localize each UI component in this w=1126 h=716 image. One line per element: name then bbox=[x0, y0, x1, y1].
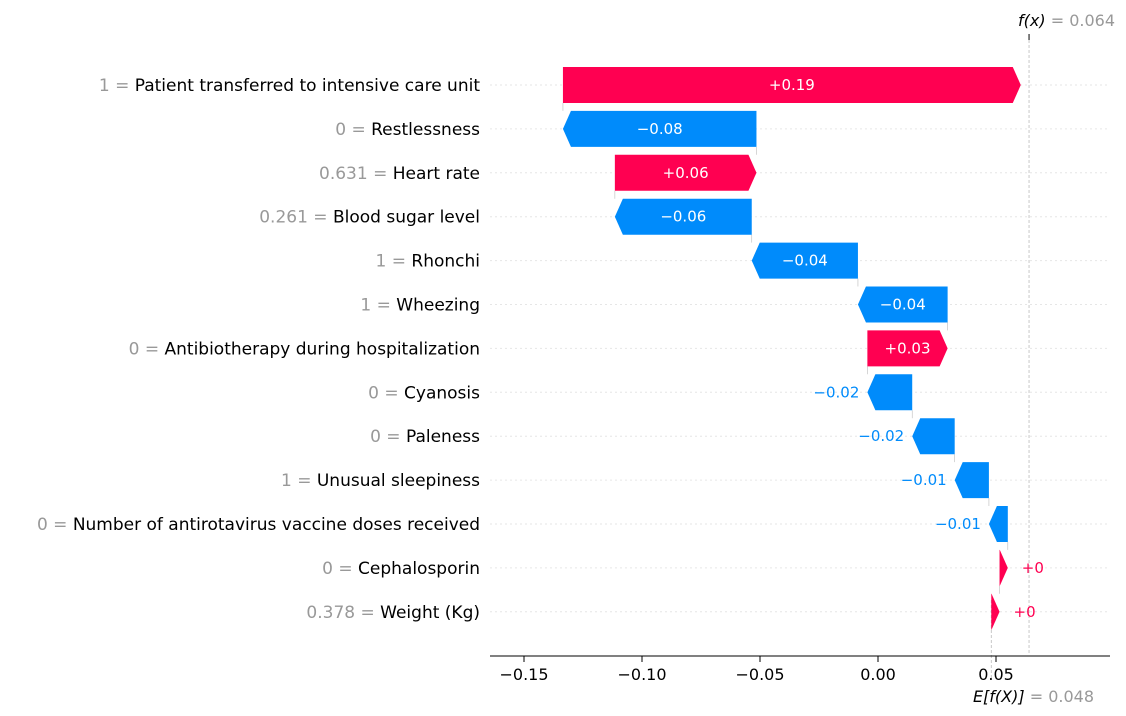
bar-value-label: −0.04 bbox=[880, 296, 926, 314]
bar-paleness bbox=[912, 418, 955, 455]
base-value-label: E[f(X)] = 0.048 bbox=[973, 687, 1094, 706]
feature-value: 1 = bbox=[281, 471, 317, 491]
x-tick-label: −0.15 bbox=[499, 665, 548, 684]
bar-cephalosporin bbox=[999, 549, 1008, 586]
feature-name: Patient transferred to intensive care un… bbox=[135, 76, 481, 96]
bar-value-label: +0.19 bbox=[769, 76, 815, 94]
bar-number-of-antirotavirus-vaccine-doses-received bbox=[988, 506, 1008, 542]
bar-value-label: −0.01 bbox=[901, 471, 947, 489]
bar-value-label: −0.01 bbox=[935, 515, 981, 533]
bar-value-label: −0.06 bbox=[660, 208, 706, 226]
x-tick-label: 0.00 bbox=[860, 665, 896, 684]
feature-name: Antibiotherapy during hospitalization bbox=[165, 339, 481, 359]
feature-label: 0 = Antibiotherapy during hospitalizatio… bbox=[129, 339, 480, 359]
feature-name: Heart rate bbox=[393, 164, 480, 184]
feature-value: 0 = bbox=[335, 120, 371, 140]
bar-value-label: −0.08 bbox=[637, 120, 683, 138]
bar-value-label: −0.02 bbox=[813, 383, 859, 401]
feature-label: 0.378 = Weight (Kg) bbox=[306, 603, 480, 623]
bar-heart-rate bbox=[614, 154, 757, 191]
feature-name: Rhonchi bbox=[411, 252, 480, 272]
feature-label: 0 = Paleness bbox=[370, 427, 480, 447]
feature-name: Restlessness bbox=[371, 120, 480, 140]
reference-lines bbox=[562, 34, 1030, 680]
feature-label: 0 = Number of antirotavirus vaccine dose… bbox=[37, 515, 480, 535]
feature-value: 0 = bbox=[129, 339, 165, 359]
bar-antibiotherapy-during-hospitalization bbox=[867, 330, 948, 367]
feature-value: 0.261 = bbox=[259, 208, 333, 228]
feature-value: 1 = bbox=[360, 296, 396, 316]
bar-value-label: +0.03 bbox=[885, 339, 931, 357]
x-tick-label: −0.10 bbox=[617, 665, 666, 684]
x-tick-label: −0.05 bbox=[735, 665, 784, 684]
feature-value: 1 = bbox=[376, 252, 412, 272]
bar-restlessness bbox=[562, 110, 757, 147]
feature-label: 1 = Rhonchi bbox=[376, 252, 480, 272]
feature-name: Paleness bbox=[406, 427, 480, 447]
feature-label: 0 = Cyanosis bbox=[368, 383, 480, 403]
bar-value-label: +0.06 bbox=[663, 164, 709, 182]
feature-label: 1 = Wheezing bbox=[360, 296, 480, 316]
x-tick-label: 0.05 bbox=[978, 665, 1014, 684]
feature-name: Cephalosporin bbox=[358, 559, 480, 579]
output-value-label: f(x) = 0.064 bbox=[1018, 11, 1115, 30]
bar-blood-sugar-level bbox=[614, 198, 752, 235]
bar-value-label: −0.04 bbox=[782, 252, 828, 270]
feature-value: 0 = bbox=[370, 427, 406, 447]
feature-name: Number of antirotavirus vaccine doses re… bbox=[73, 515, 480, 535]
feature-label: 0 = Restlessness bbox=[335, 120, 480, 140]
feature-label: 1 = Unusual sleepiness bbox=[281, 471, 480, 491]
feature-value: 0 = bbox=[368, 383, 404, 403]
value-annotations: f(x) = 0.064 E[f(X)] = 0.048 bbox=[973, 11, 1115, 706]
bar-weight-kg- bbox=[991, 593, 1000, 630]
feature-label: 0 = Cephalosporin bbox=[322, 559, 480, 579]
bar-wheezing bbox=[857, 286, 948, 323]
bar-cyanosis bbox=[867, 374, 913, 411]
feature-labels: 1 = Patient transferred to intensive car… bbox=[37, 76, 480, 623]
feature-value: 1 = bbox=[99, 76, 135, 96]
feature-label: 0.631 = Heart rate bbox=[319, 164, 480, 184]
bar-value-label: −0.02 bbox=[858, 427, 904, 445]
row-gridlines bbox=[490, 84, 1110, 613]
x-axis: −0.15 −0.10 −0.05 0.00 0.05 bbox=[490, 655, 1110, 684]
feature-label: 1 = Patient transferred to intensive car… bbox=[99, 76, 480, 96]
bar-value-label: +0 bbox=[1014, 603, 1036, 621]
bar-patient-transferred-to-intensive-care-unit bbox=[562, 67, 1021, 103]
feature-name: Weight (Kg) bbox=[380, 603, 480, 623]
bar-rhonchi bbox=[751, 242, 858, 279]
feature-value: 0.378 = bbox=[306, 603, 380, 623]
feature-value: 0 = bbox=[322, 559, 358, 579]
bar-unusual-sleepiness bbox=[954, 462, 989, 499]
feature-name: Unusual sleepiness bbox=[317, 471, 480, 491]
feature-name: Blood sugar level bbox=[333, 208, 480, 228]
feature-label: 0.261 = Blood sugar level bbox=[259, 208, 480, 228]
feature-value: 0 = bbox=[37, 515, 73, 535]
contribution-bars: +0.19 −0.08 +0.06 −0.06 −0.04 −0.04 +0.03 −0.02… bbox=[562, 67, 1044, 630]
feature-name: Cyanosis bbox=[404, 383, 480, 403]
bar-value-label: +0 bbox=[1022, 559, 1044, 577]
feature-name: Wheezing bbox=[396, 296, 480, 316]
feature-value: 0.631 = bbox=[319, 164, 393, 184]
